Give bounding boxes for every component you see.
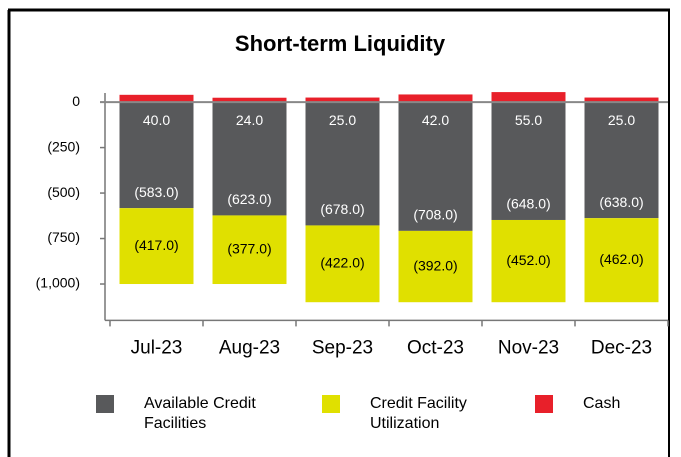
bar: [398, 102, 473, 231]
data-label: (392.0): [413, 257, 457, 273]
bar: [212, 97, 287, 103]
bar: [398, 230, 473, 303]
legend-label: Credit Facility Utilization: [370, 395, 467, 432]
x-tick-label: Sep-23: [312, 337, 373, 358]
y-tick-label: (750): [47, 229, 80, 245]
data-label: (417.0): [134, 237, 178, 253]
legend-swatch: [96, 395, 114, 413]
bar: [305, 97, 380, 103]
bar: [119, 102, 194, 209]
bar: [584, 218, 659, 303]
y-tick-label: 0: [72, 93, 80, 109]
legend-label: Available Credit Facilities: [144, 395, 256, 432]
bar: [305, 102, 380, 226]
y-tick-label: (250): [47, 138, 80, 154]
x-tick-label: Jul-23: [131, 337, 183, 358]
data-label: (377.0): [227, 240, 271, 256]
bar: [491, 219, 566, 303]
legend-label: Cash: [583, 395, 621, 412]
data-label: (638.0): [599, 194, 643, 210]
legend-swatch: [535, 395, 553, 413]
data-label: 24.0: [236, 112, 263, 128]
bar: [584, 102, 659, 219]
bar: [398, 94, 473, 103]
data-label: (462.0): [599, 251, 643, 267]
bar: [119, 208, 194, 285]
x-tick-label: Dec-23: [591, 337, 652, 358]
bar: [305, 225, 380, 303]
x-tick-label: Aug-23: [219, 337, 280, 358]
bar: [212, 102, 287, 216]
bar: [491, 92, 566, 103]
bar: [119, 94, 194, 103]
bar: [212, 215, 287, 285]
data-label: (583.0): [134, 184, 178, 200]
y-tick-label: (500): [47, 184, 80, 200]
chart-title: Short-term Liquidity: [235, 31, 446, 56]
bar: [491, 102, 566, 220]
data-label: 25.0: [608, 112, 635, 128]
data-label: (422.0): [320, 255, 364, 271]
data-label: (708.0): [413, 207, 457, 223]
data-label: (678.0): [320, 201, 364, 217]
data-label: 40.0: [143, 112, 170, 128]
x-tick-label: Oct-23: [407, 337, 464, 358]
data-label: (623.0): [227, 191, 271, 207]
data-label: 55.0: [515, 112, 542, 128]
data-label: (452.0): [506, 252, 550, 268]
legend-swatch: [322, 395, 340, 413]
x-tick-label: Nov-23: [498, 337, 559, 358]
bar: [584, 97, 659, 103]
data-label: (648.0): [506, 196, 550, 212]
data-label: 42.0: [422, 112, 449, 128]
y-tick-label: (1,000): [36, 275, 80, 291]
data-label: 25.0: [329, 112, 356, 128]
